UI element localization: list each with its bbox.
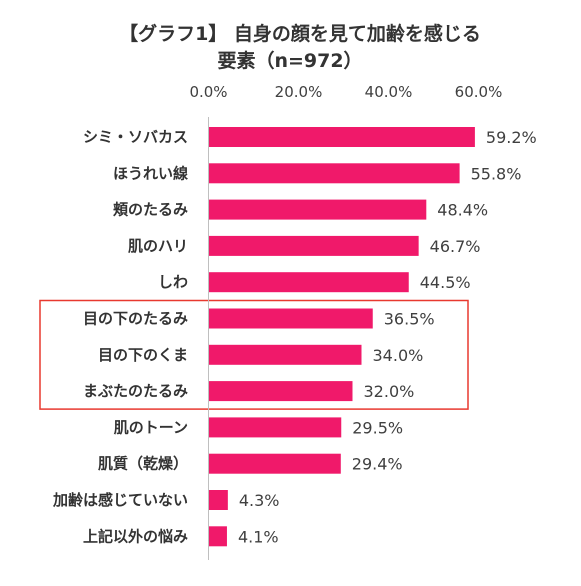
bar xyxy=(208,163,460,184)
category-label: ほうれい線 xyxy=(113,164,188,182)
x-tick-label: 40.0% xyxy=(365,83,413,101)
value-label: 48.4% xyxy=(437,201,488,220)
x-tick-label: 0.0% xyxy=(189,83,227,101)
category-label: 頬のたるみ xyxy=(113,201,188,219)
category-labels: シミ・ソバカスほうれい線頬のたるみ肌のハリしわ目の下のたるみ目の下のくままぶたの… xyxy=(52,128,188,545)
value-label: 4.3% xyxy=(239,491,280,510)
x-tick-label: 60.0% xyxy=(455,83,503,101)
bar xyxy=(208,417,342,438)
bar xyxy=(208,381,353,402)
bar xyxy=(208,453,341,474)
bar xyxy=(208,127,475,147)
category-label: まぶたのたるみ xyxy=(83,382,188,400)
category-label: 目の下のくま xyxy=(98,346,188,364)
bar xyxy=(208,490,228,510)
value-labels: 59.2% 55.8% 48.4% 46.7% 44.5% 36.5% 34.0% 32.0%… xyxy=(238,128,537,546)
bars-group xyxy=(208,127,475,547)
category-label: 上記以外の悩み xyxy=(83,527,188,545)
chart-title-line2: 要素（n=972） xyxy=(217,49,362,72)
value-label: 59.2% xyxy=(486,128,537,147)
x-axis-ticks: 0.0% 20.0% 40.0% 60.0% xyxy=(189,83,502,101)
bar xyxy=(208,344,362,365)
value-label: 4.1% xyxy=(238,527,279,546)
value-label: 32.0% xyxy=(364,382,415,401)
highlight-box xyxy=(39,299,469,410)
bar xyxy=(208,308,373,329)
category-label: 加齢は感じていない xyxy=(52,491,188,509)
value-label: 55.8% xyxy=(471,164,522,183)
x-tick-label: 20.0% xyxy=(275,83,323,101)
category-label: 肌質（乾燥） xyxy=(98,455,188,473)
bar xyxy=(208,199,427,220)
value-label: 36.5% xyxy=(384,310,435,329)
value-label: 29.4% xyxy=(352,455,403,474)
value-label: 44.5% xyxy=(420,273,471,292)
bar xyxy=(208,526,227,547)
bar xyxy=(208,235,419,256)
category-label: 目の下のたるみ xyxy=(83,310,188,328)
category-label: シミ・ソバカス xyxy=(83,128,188,146)
category-label: 肌のトーン xyxy=(114,418,188,436)
category-label: 肌のハリ xyxy=(128,237,188,255)
bar xyxy=(208,272,409,293)
category-label: しわ xyxy=(158,273,188,291)
value-label: 46.7% xyxy=(430,237,481,256)
value-label: 34.0% xyxy=(373,346,424,365)
value-label: 29.5% xyxy=(352,418,403,437)
chart-title-line1: 【グラフ1】 自身の顔を見て加齢を感じる xyxy=(119,22,481,45)
